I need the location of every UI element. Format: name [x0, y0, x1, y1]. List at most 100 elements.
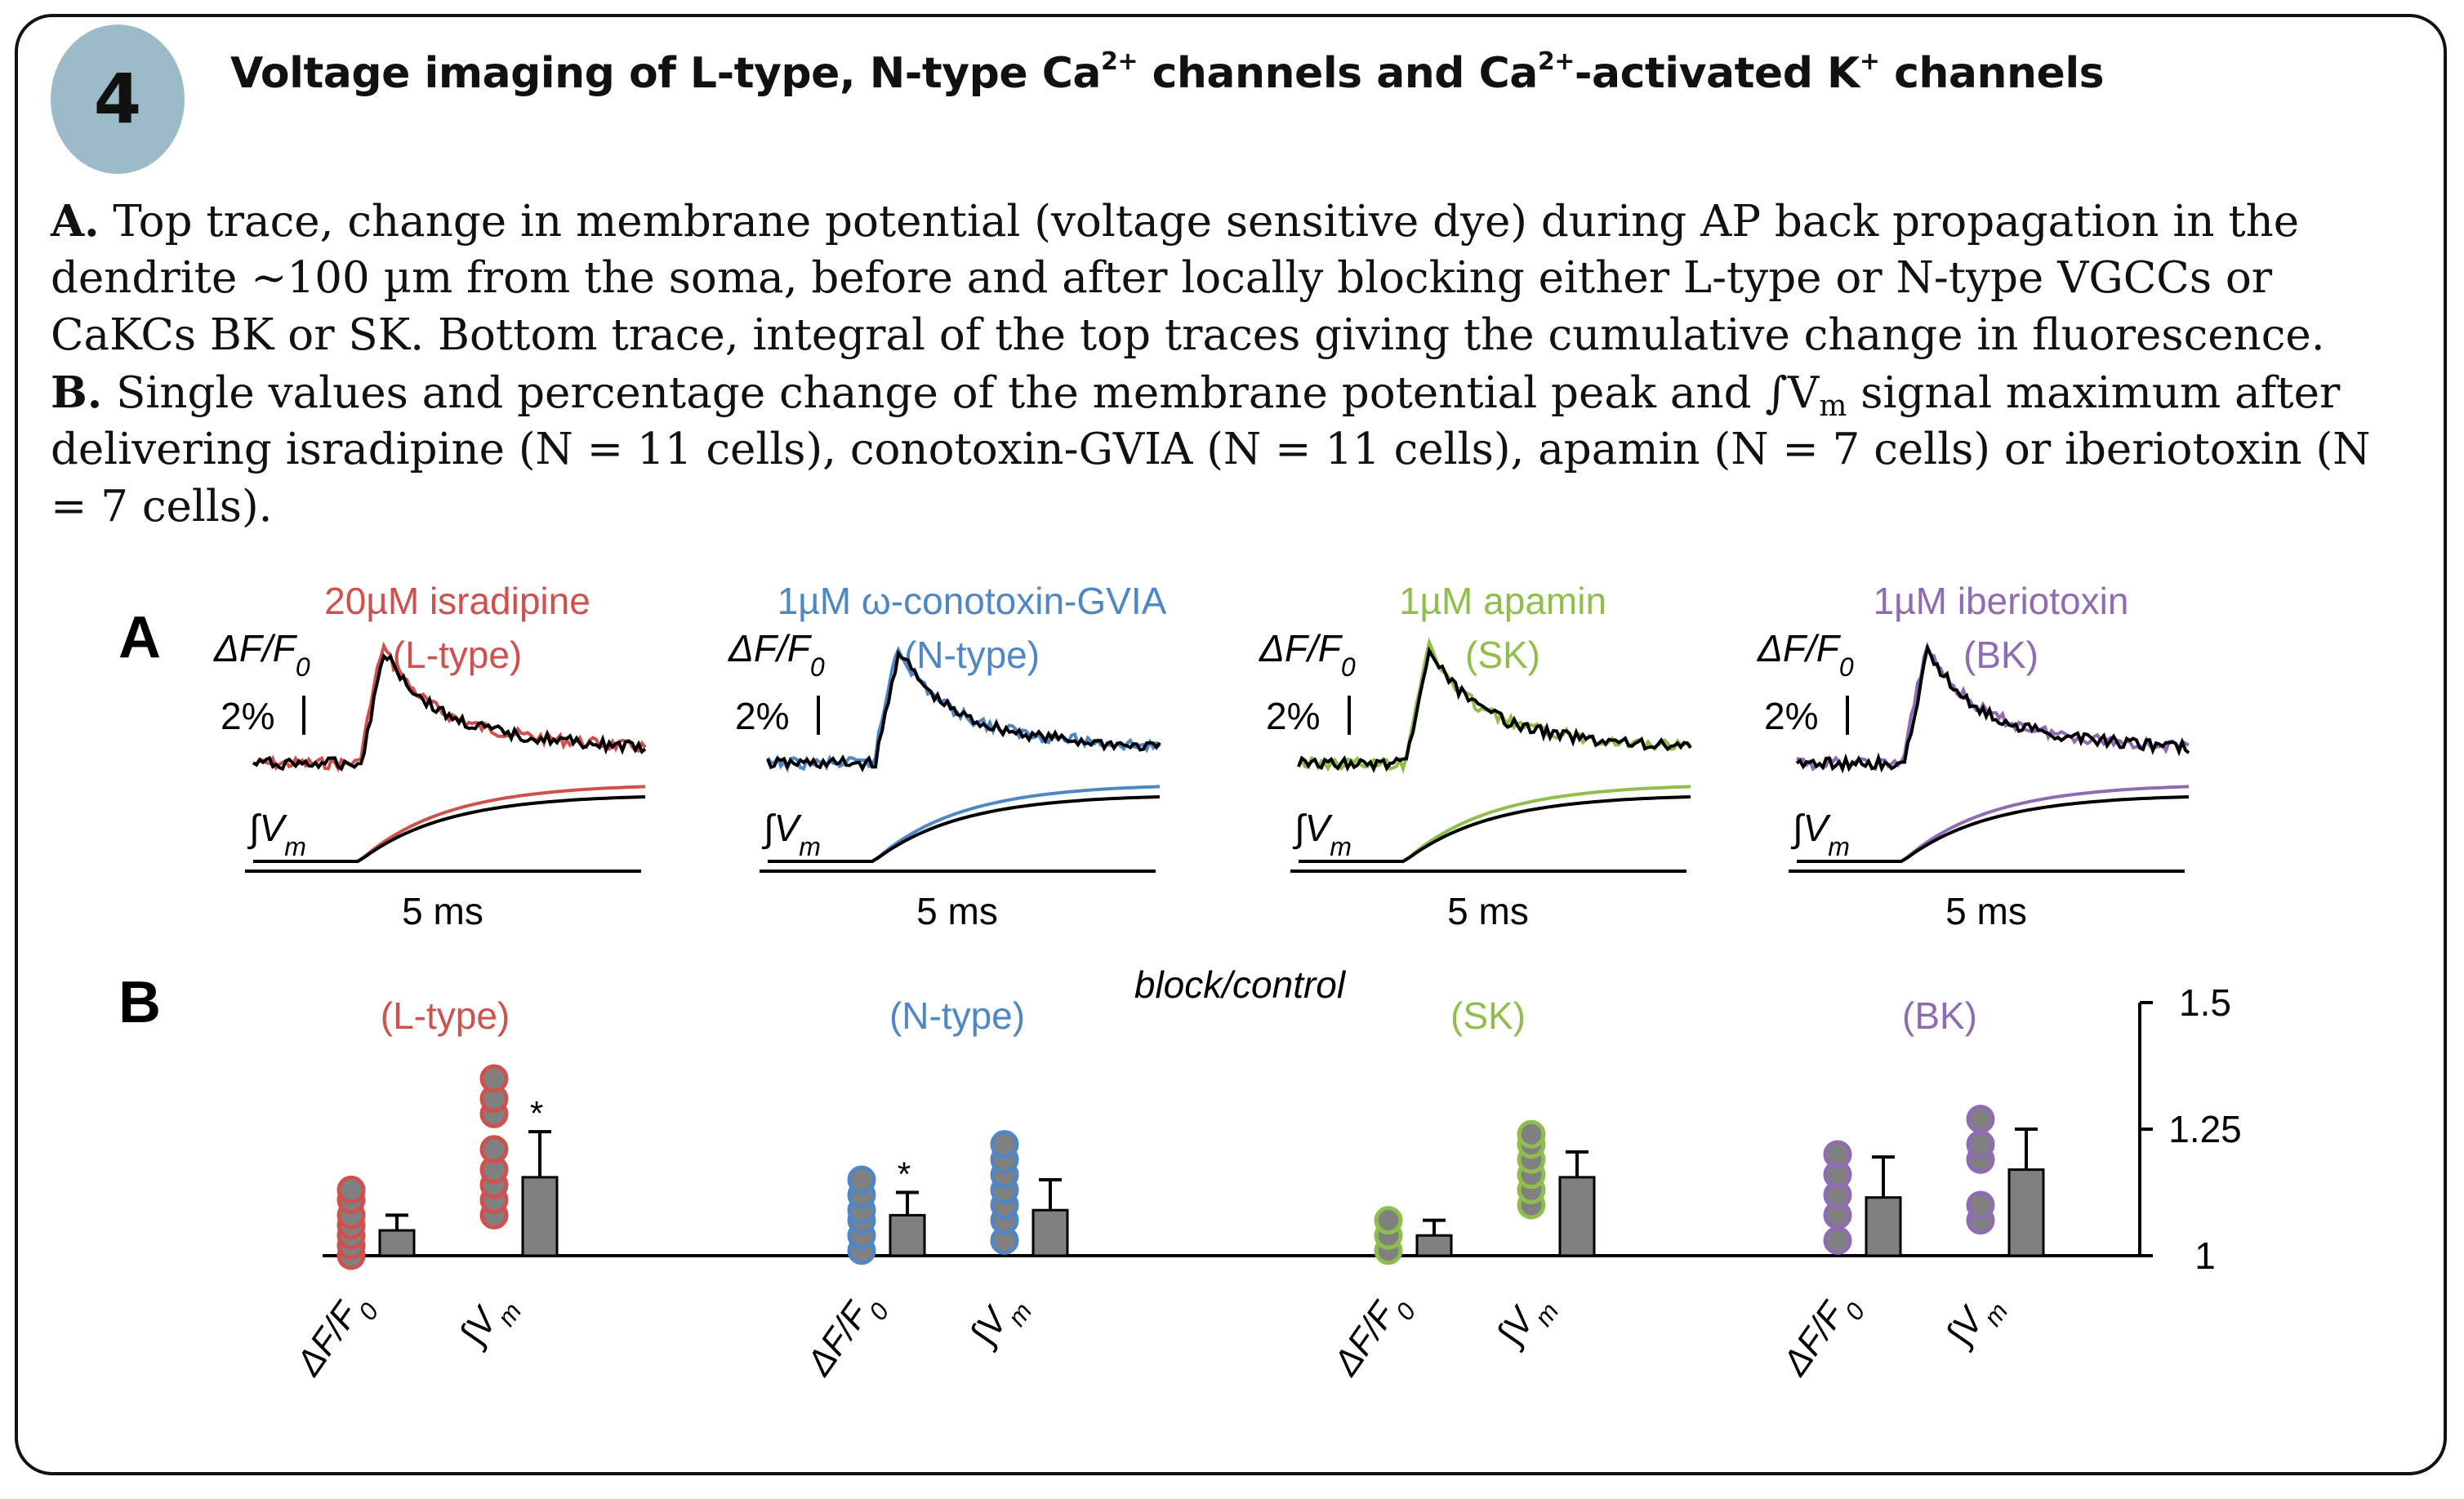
panel-a-traces: 20µM isradipine(L-type)ΔF/F02%∫Vm5 ms1µM…: [213, 580, 2190, 932]
data-point: [1823, 1225, 1852, 1255]
dff-axis-label-part: ΔF/F: [728, 627, 813, 669]
time-scale-label: 5 ms: [402, 890, 483, 932]
integral-axis-label-part: ∫V: [1292, 807, 1334, 850]
control-voltage-trace: [1795, 643, 2190, 774]
x-tick-label: ∫Vm: [962, 1284, 1037, 1361]
trace-panel: 1µM ω-conotoxin-GVIA (N-type) ΔF/F0 2% ∫Vm 5 …: [728, 580, 1167, 932]
dff-axis-label-part: 0: [1839, 652, 1854, 682]
caption-panel-letter: A.: [51, 196, 100, 247]
dff-axis-label: ΔF/F0: [1757, 627, 1854, 682]
panel-a-label: A: [118, 605, 161, 670]
caption-text: Top trace, change in membrane potential …: [99, 197, 2300, 247]
integral-axis-label: ∫Vm: [247, 807, 306, 861]
time-scale-label: 5 ms: [1945, 890, 2027, 932]
dff-axis-label-part: 0: [296, 652, 310, 682]
dff-axis-label: ΔF/F0: [1259, 627, 1356, 682]
mean-bar: [1415, 1234, 1453, 1257]
panel-b-chart: 11.251.5block/control(L-type)ΔF/F0*∫Vm(N…: [288, 963, 2242, 1390]
data-point: [1966, 1105, 1995, 1134]
control-voltage-trace: [252, 652, 647, 772]
caption-subscript: m: [1819, 389, 1847, 423]
mean-bar: [2007, 1168, 2045, 1257]
title-text: channels and Ca: [1137, 49, 1539, 98]
integral-axis-label-part: m: [1828, 832, 1850, 861]
channel-type: (BK): [1963, 634, 2038, 676]
caption-text: Single values and percentage change of t…: [102, 368, 1820, 418]
caption-text: CaKCs BK or SK. Bottom trace, integral o…: [51, 310, 2325, 360]
figure-title: Voltage imaging of L-type, N-type Ca2+ c…: [230, 47, 2105, 98]
figure-number-badge: [51, 24, 185, 174]
mean-bar: [378, 1229, 416, 1257]
caption-line: B. Single values and percentage change o…: [51, 364, 2340, 422]
y-scale-bar-label: 2%: [735, 695, 789, 737]
data-point: [1823, 1140, 1852, 1169]
dff-axis-label-part: 0: [810, 652, 825, 682]
caption-line: = 7 cells).: [51, 478, 273, 536]
drug-name: 1µM iberiotoxin: [1874, 580, 2129, 622]
data-point: [1966, 1130, 1995, 1159]
control-integral-trace: [768, 795, 1161, 863]
group-label: (SK): [1450, 994, 1526, 1037]
control-integral-trace: [1797, 795, 2190, 863]
title-text: channels: [1879, 49, 2105, 98]
drug-name: 1µM ω-conotoxin-GVIA: [778, 580, 1167, 622]
integral-axis-label-part: m: [1330, 832, 1352, 861]
drug-name: 20µM isradipine: [324, 580, 590, 622]
x-tick-label: ΔF/F0: [1775, 1284, 1870, 1390]
mean-bar: [889, 1213, 926, 1257]
caption-line: A. Top trace, change in membrane potenti…: [51, 193, 2299, 251]
data-point: [1517, 1119, 1546, 1149]
bar-group: (N-type) * ΔF/F0 ∫Vm: [799, 994, 1069, 1390]
caption-panel-letter: B.: [51, 367, 103, 418]
time-scale-label: 5 ms: [916, 890, 998, 932]
significance-marker: *: [530, 1094, 543, 1132]
drug-voltage-trace: [252, 641, 647, 773]
dff-axis-label-part: 0: [1341, 652, 1356, 682]
caption-text: delivering isradipine (N = 11 cells), co…: [51, 425, 2371, 474]
dff-axis-label-part: ΔF/F: [1757, 627, 1842, 669]
trace-panel: 20µM isradipine (L-type) ΔF/F0 2% ∫Vm 5 ms: [213, 580, 647, 932]
y-scale-bar-label: 2%: [221, 695, 274, 737]
integral-axis-label: ∫Vm: [1790, 807, 1850, 861]
control-integral-trace: [1299, 795, 1691, 863]
y-tick-label: 1.25: [2168, 1108, 2242, 1150]
y-tick-label: 1: [2194, 1234, 2216, 1277]
control-integral-trace: [253, 795, 646, 863]
title-superscript: 2+: [1100, 47, 1138, 76]
y-axis-title: block/control: [1134, 963, 1347, 1006]
trace-panel: 1µM apamin (SK) ΔF/F0 2% ∫Vm 5 ms: [1259, 580, 1692, 932]
data-point: [479, 1064, 509, 1093]
integral-axis-label-part: m: [284, 832, 306, 861]
channel-type: (SK): [1465, 634, 1540, 676]
dff-axis-label: ΔF/F0: [728, 627, 825, 682]
y-tick-label: 1.5: [2179, 981, 2231, 1024]
data-point: [990, 1130, 1019, 1159]
data-point: [479, 1135, 509, 1164]
control-voltage-trace: [1297, 646, 1692, 773]
title-text: -activated K: [1574, 49, 1860, 98]
time-scale-label: 5 ms: [1447, 890, 1529, 932]
bar-group: (BK) ΔF/F0 ∫Vm: [1775, 994, 2045, 1390]
caption-text: signal maximum after: [1847, 368, 2341, 418]
dff-axis-label: ΔF/F0: [213, 627, 310, 682]
y-scale-bar-label: 2%: [1764, 695, 1818, 737]
caption-line: delivering isradipine (N = 11 cells), co…: [51, 421, 2371, 478]
title-superscript: 2+: [1537, 47, 1575, 76]
caption-text: = 7 cells).: [51, 482, 273, 532]
x-tick-label: ΔF/F0: [288, 1284, 384, 1390]
integral-axis-label: ∫Vm: [761, 807, 821, 861]
caption-line: CaKCs BK or SK. Bottom trace, integral o…: [51, 307, 2325, 364]
group-label: (BK): [1902, 994, 1977, 1037]
x-tick-label: ΔF/F0: [799, 1284, 894, 1390]
trace-panel: 1µM iberiotoxin (BK) ΔF/F0 2% ∫Vm 5 ms: [1757, 580, 2190, 932]
mean-bar: [1558, 1176, 1596, 1257]
dff-axis-label-part: ΔF/F: [1259, 627, 1343, 669]
y-scale-bar-label: 2%: [1266, 695, 1320, 737]
mean-bar: [1031, 1208, 1069, 1257]
caption-text: dendrite ~100 µm from the soma, before a…: [51, 253, 2273, 303]
control-voltage-trace: [766, 649, 1161, 772]
title-superscript: +: [1859, 47, 1880, 76]
channel-type: (L-type): [393, 634, 522, 676]
integral-axis-label-part: ∫V: [1790, 807, 1832, 850]
